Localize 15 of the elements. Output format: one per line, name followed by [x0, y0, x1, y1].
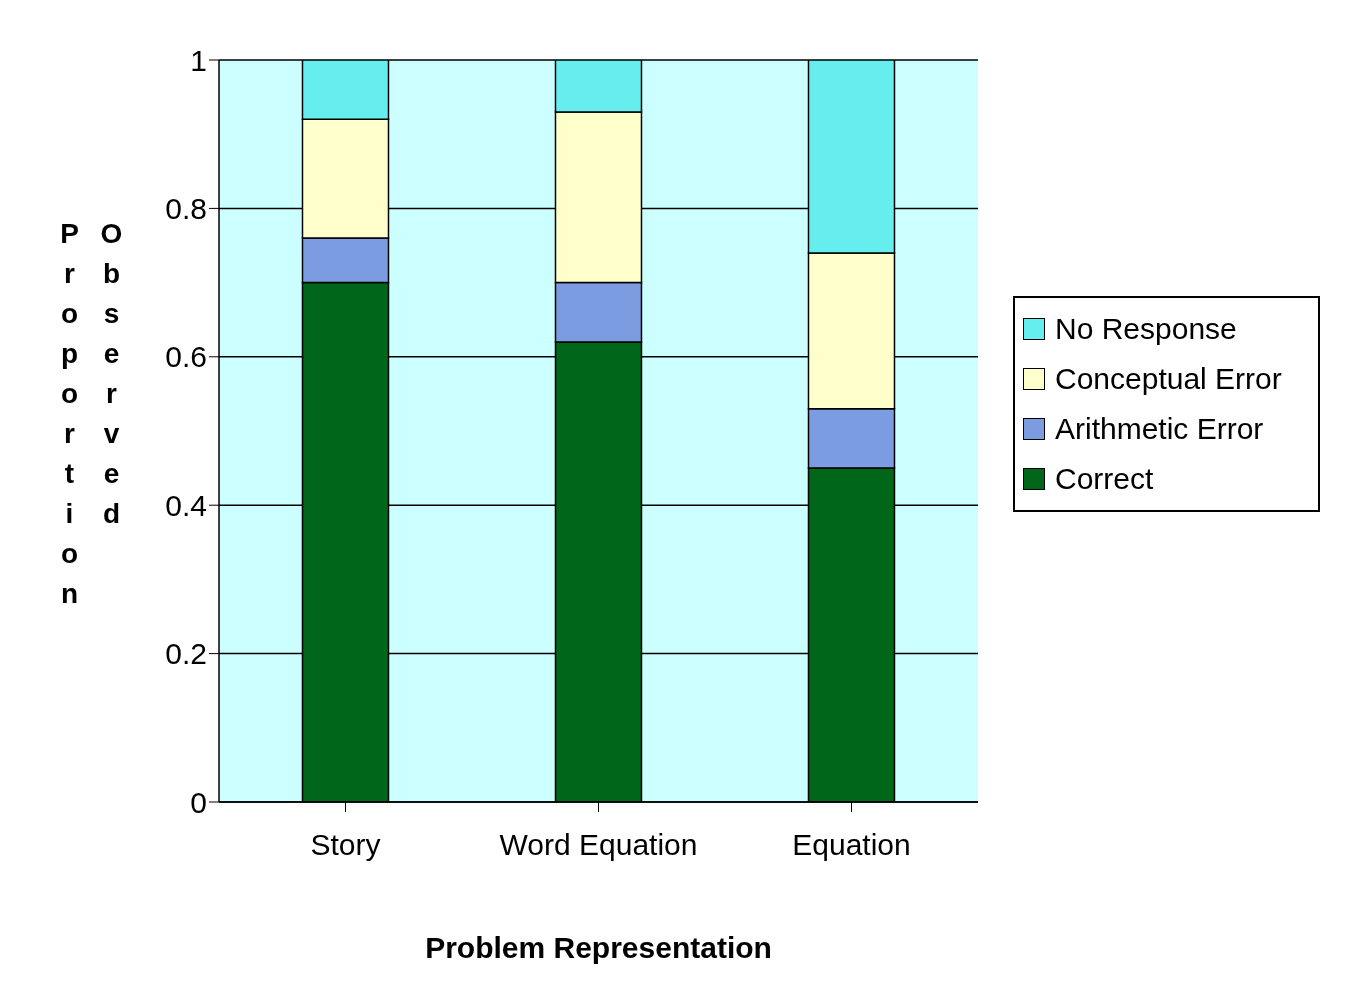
x-tick-label: Equation — [792, 828, 911, 862]
x-tick-label: Story — [310, 828, 381, 862]
y-tick-label: 0.4 — [165, 488, 207, 522]
x-axis-title: Problem Representation — [425, 931, 772, 964]
y-axis-title: Proportion Observed — [53, 218, 128, 620]
legend-label: Arithmetic Error — [1055, 412, 1264, 446]
legend-label: Conceptual Error — [1055, 362, 1282, 396]
y-tick-label: 0.8 — [165, 192, 207, 226]
y-tick-label: 1 — [190, 43, 207, 77]
y-tick-label: 0.6 — [165, 340, 207, 374]
y-tick-label: 0 — [190, 785, 207, 819]
legend-label: Correct — [1055, 462, 1154, 496]
legend-label: No Response — [1055, 312, 1237, 346]
y-tick-label: 0.2 — [165, 637, 207, 671]
x-tick-label: Word Equation — [499, 828, 698, 862]
